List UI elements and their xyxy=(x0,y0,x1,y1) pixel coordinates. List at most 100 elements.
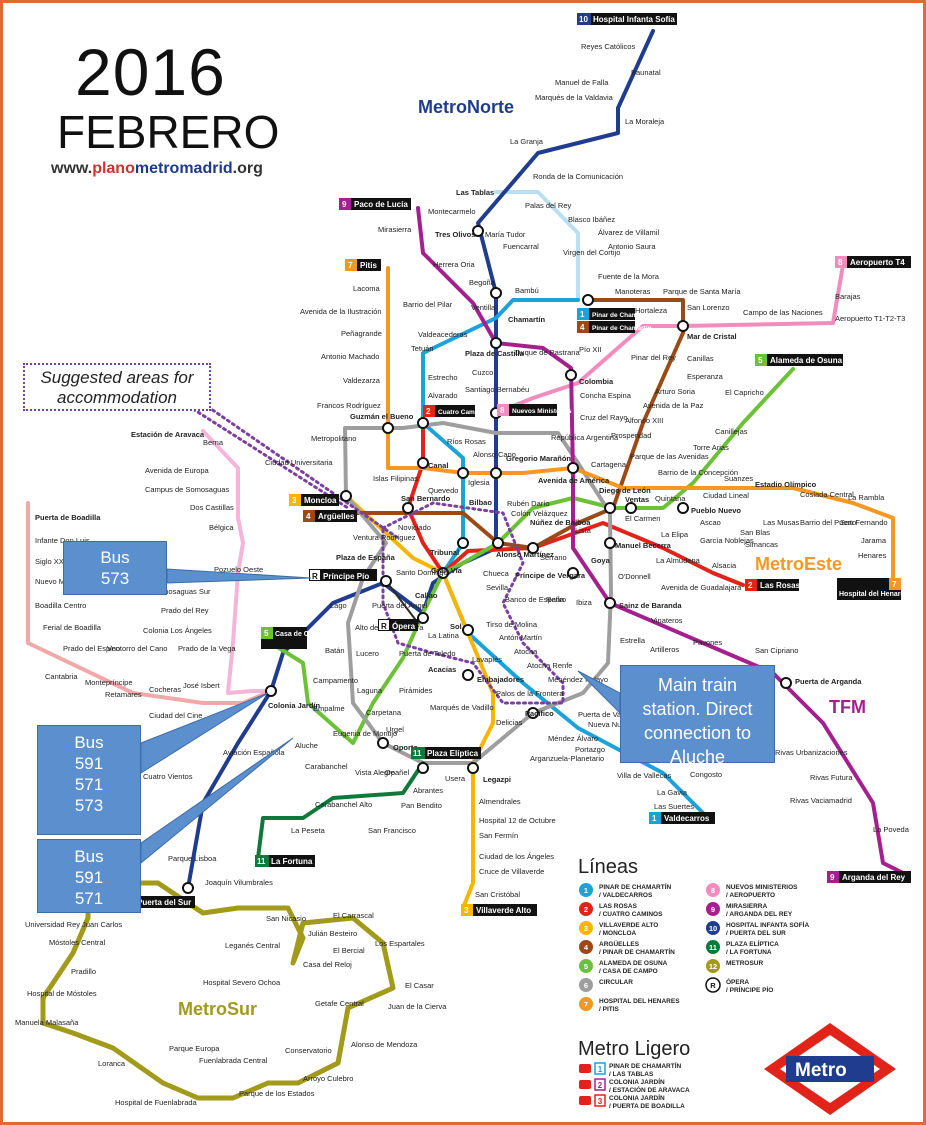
station-node[interactable] xyxy=(780,677,792,689)
station-label: Menéndez Pelayo xyxy=(548,675,608,684)
station-node[interactable] xyxy=(677,320,689,332)
station-node[interactable] xyxy=(492,537,504,549)
station-node[interactable] xyxy=(677,502,689,514)
station-label: Sol xyxy=(450,622,462,631)
station-label: Atocha Renfe xyxy=(527,661,572,670)
terminal-label: Pitis xyxy=(360,261,377,270)
l9-line[interactable] xyxy=(416,206,905,875)
terminal-label: Argüelles xyxy=(318,512,355,521)
l11-line[interactable] xyxy=(256,761,425,860)
terminal-badge-r xyxy=(309,569,377,581)
station-label: Peñagrande xyxy=(341,329,382,338)
station-node[interactable] xyxy=(604,502,616,514)
station-node[interactable] xyxy=(567,462,579,474)
station-node[interactable] xyxy=(417,762,429,774)
ramal-line[interactable] xyxy=(385,580,419,624)
terminal-badge-l4 xyxy=(577,321,635,333)
station-node[interactable] xyxy=(402,502,414,514)
station-node[interactable] xyxy=(582,294,594,306)
legend-line-number: 12 xyxy=(709,962,717,971)
station-node[interactable] xyxy=(265,685,277,697)
station-node[interactable] xyxy=(527,707,539,719)
station-node[interactable] xyxy=(377,737,389,749)
station-label: Rivas Urbanizaciones xyxy=(775,748,848,757)
station-label: La Gavia xyxy=(657,788,688,797)
bus-callout-591-571-573: Bus 591 571 573 xyxy=(37,725,141,835)
l3-line[interactable] xyxy=(344,494,495,910)
terminal-num-l2s xyxy=(745,579,757,591)
terminal-num-l1s xyxy=(649,812,661,824)
station-label: Estrecho xyxy=(428,373,458,382)
station-node[interactable] xyxy=(417,457,429,469)
station-node[interactable] xyxy=(437,567,449,579)
legend-ligero-text: / LAS TABLAS xyxy=(609,1071,654,1078)
station-label: Alvarado xyxy=(428,391,458,400)
station-label: Manuel de Falla xyxy=(555,78,609,87)
bus-callout-591-571: Bus 591 571 xyxy=(37,839,141,913)
station-label: Lista xyxy=(575,526,592,535)
station-node[interactable] xyxy=(527,542,539,554)
station-label: Diego de León xyxy=(599,486,651,495)
station-label: Rivas Futura xyxy=(810,773,853,782)
legend-line-badge xyxy=(706,921,720,935)
station-label: Las Tablas xyxy=(456,188,494,197)
station-node[interactable] xyxy=(462,669,474,681)
legend-ligero-entry: 3 COLONIA JARDÍN/ PUERTA DE BOADILLA xyxy=(579,1093,685,1110)
legend-line-text: / CASA DE CAMPO xyxy=(599,968,658,975)
l8-line[interactable] xyxy=(494,263,845,415)
station-node[interactable] xyxy=(490,287,502,299)
legend-line-text: METROSUR xyxy=(726,960,764,967)
station-node[interactable] xyxy=(567,567,579,579)
metro-logo[interactable]: Metro xyxy=(764,1023,896,1115)
terminal-badge-l1s xyxy=(649,812,715,824)
terminal-label: Puerta del Sur xyxy=(137,898,191,907)
station-node[interactable] xyxy=(565,369,577,381)
station-node[interactable] xyxy=(380,575,392,587)
terminal-label: Pinar de Chamartín xyxy=(592,325,652,332)
station-node[interactable] xyxy=(457,467,469,479)
l2-line[interactable] xyxy=(406,421,745,587)
terminal-badge-l9s xyxy=(827,871,911,883)
terminal-num-text: 9 xyxy=(342,200,347,209)
station-label: Plaza de Castilla xyxy=(465,349,525,358)
station-label: Lacoma xyxy=(353,284,381,293)
station-node[interactable] xyxy=(467,762,479,774)
station-node[interactable] xyxy=(417,417,429,429)
l7-line[interactable] xyxy=(386,266,895,585)
l12-line[interactable] xyxy=(40,880,396,1101)
l5-line[interactable] xyxy=(269,367,795,745)
terminal-num-text: 3 xyxy=(464,906,469,915)
station-node[interactable] xyxy=(340,490,352,502)
station-node[interactable] xyxy=(604,537,616,549)
station-label: Pozuelo Oeste xyxy=(214,565,263,574)
station-label: Pío XII xyxy=(579,345,602,354)
station-node[interactable] xyxy=(457,537,469,549)
station-label: Marqués de Vadillo xyxy=(430,703,494,712)
station-label: Aluche xyxy=(295,741,318,750)
terminal-num-text: 9 xyxy=(830,873,835,882)
network-metroeste: MetroEste xyxy=(755,554,842,574)
station-label: Pan Bendito xyxy=(401,801,442,810)
legend-line-text: ÓPERA xyxy=(726,977,749,986)
legend-line-text: / AEROPUERTO xyxy=(726,892,775,899)
station-node[interactable] xyxy=(490,467,502,479)
station-label: Conservatorio xyxy=(285,1046,332,1055)
terminal-badge-l8 xyxy=(835,256,911,268)
station-node[interactable] xyxy=(604,597,616,609)
station-label: Simancas xyxy=(745,540,778,549)
station-node[interactable] xyxy=(472,225,484,237)
station-label: O'Donnell xyxy=(618,572,651,581)
website-link[interactable]: www.planometromadrid.org xyxy=(51,160,263,178)
station-label: Plaza de España xyxy=(336,553,396,562)
station-node[interactable] xyxy=(490,337,502,349)
legend-line-text: / VALDECARROS xyxy=(599,892,653,899)
station-node[interactable] xyxy=(182,882,194,894)
station-node[interactable] xyxy=(417,612,429,624)
station-node[interactable] xyxy=(382,422,394,434)
station-node[interactable] xyxy=(625,502,637,514)
station-label: Avenida de América xyxy=(538,476,610,485)
station-node[interactable] xyxy=(462,624,474,636)
station-label: Atocha xyxy=(514,647,538,656)
legend-line-badge xyxy=(706,902,720,916)
station-label: Julián Besteiro xyxy=(308,929,357,938)
